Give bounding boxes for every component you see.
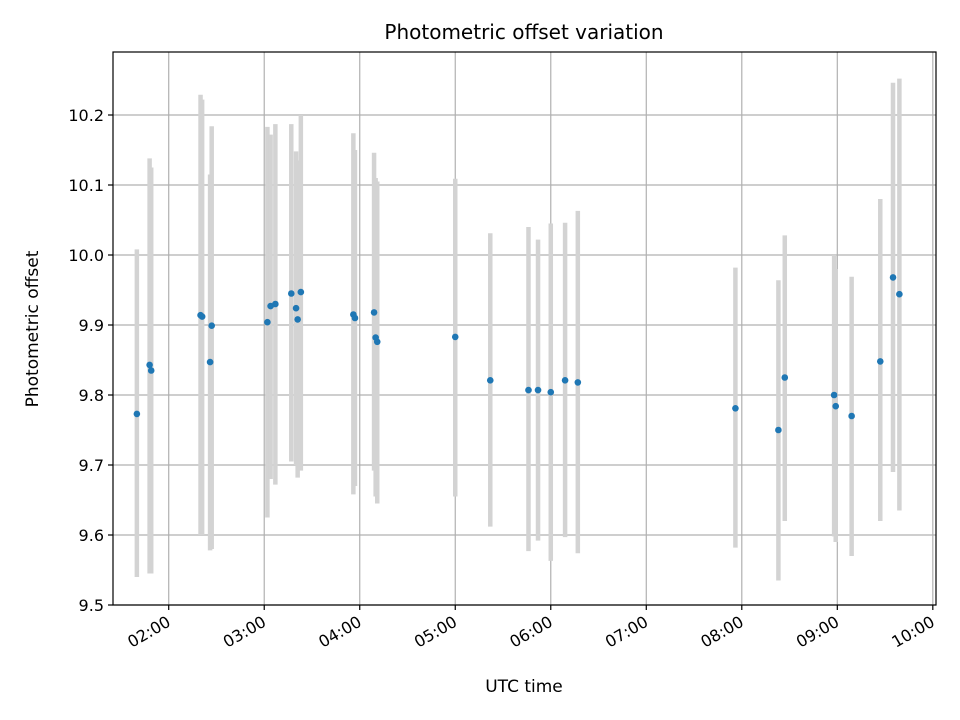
data-point <box>294 316 301 323</box>
y-tick-label: 9.9 <box>79 316 104 335</box>
data-point <box>848 412 855 420</box>
data-point <box>292 304 300 312</box>
data-point <box>775 426 782 434</box>
x-tick-label: 02:00 <box>124 612 173 652</box>
x-tick-label: 08:00 <box>697 612 746 652</box>
data-point <box>264 318 271 326</box>
data-point <box>830 391 838 399</box>
y-tick-label: 10.0 <box>68 246 104 265</box>
data-point <box>832 402 840 410</box>
x-axis-ticks: 02:00 03:00 04:00 05:00 06:00 07:00 08:00 09:00… <box>124 605 938 652</box>
x-tick-label: 07:00 <box>602 612 651 652</box>
data-point <box>206 358 214 366</box>
x-tick-label: 05:00 <box>411 612 460 652</box>
data-point <box>451 333 459 341</box>
data-point <box>198 313 206 320</box>
y-axis-label: Photometric offset <box>23 250 43 407</box>
data-points <box>133 274 903 434</box>
data-point <box>351 314 359 322</box>
data-point <box>147 367 155 374</box>
data-point <box>534 386 542 394</box>
y-tick-label: 9.5 <box>79 596 104 615</box>
x-axis-label: UTC time <box>485 677 563 697</box>
data-point <box>297 288 305 296</box>
grid-lines <box>113 52 936 606</box>
data-point <box>889 274 897 281</box>
data-point <box>486 377 494 384</box>
data-point <box>133 410 141 418</box>
x-tick-label: 03:00 <box>220 612 269 652</box>
data-point <box>561 377 569 384</box>
plot-area-frame <box>112 51 937 606</box>
y-tick-label: 9.7 <box>79 456 104 475</box>
data-point <box>547 388 555 396</box>
y-tick-label: 10.2 <box>68 106 104 125</box>
data-point <box>781 374 789 381</box>
data-point <box>896 290 903 298</box>
error-bars <box>134 78 902 581</box>
y-tick-label: 9.8 <box>79 386 104 405</box>
data-point <box>574 379 582 386</box>
data-point <box>373 338 381 346</box>
y-axis-ticks: 9.5 9.6 9.7 9.8 9.9 10.0 10.1 10.2 <box>68 106 113 615</box>
data-point <box>208 322 215 330</box>
data-point <box>525 386 532 394</box>
data-point <box>146 361 153 369</box>
x-tick-label: 06:00 <box>506 612 555 652</box>
y-tick-label: 10.1 <box>68 176 104 195</box>
chart-title: Photometric offset variation <box>384 20 663 44</box>
data-point <box>876 358 884 365</box>
data-point <box>272 300 279 308</box>
x-tick-label: 10:00 <box>888 612 937 652</box>
y-tick-label: 9.6 <box>79 526 104 545</box>
x-tick-label: 04:00 <box>315 612 364 652</box>
data-point <box>732 405 739 412</box>
data-point <box>370 309 378 316</box>
data-point <box>287 290 295 297</box>
x-tick-label: 09:00 <box>793 612 842 652</box>
